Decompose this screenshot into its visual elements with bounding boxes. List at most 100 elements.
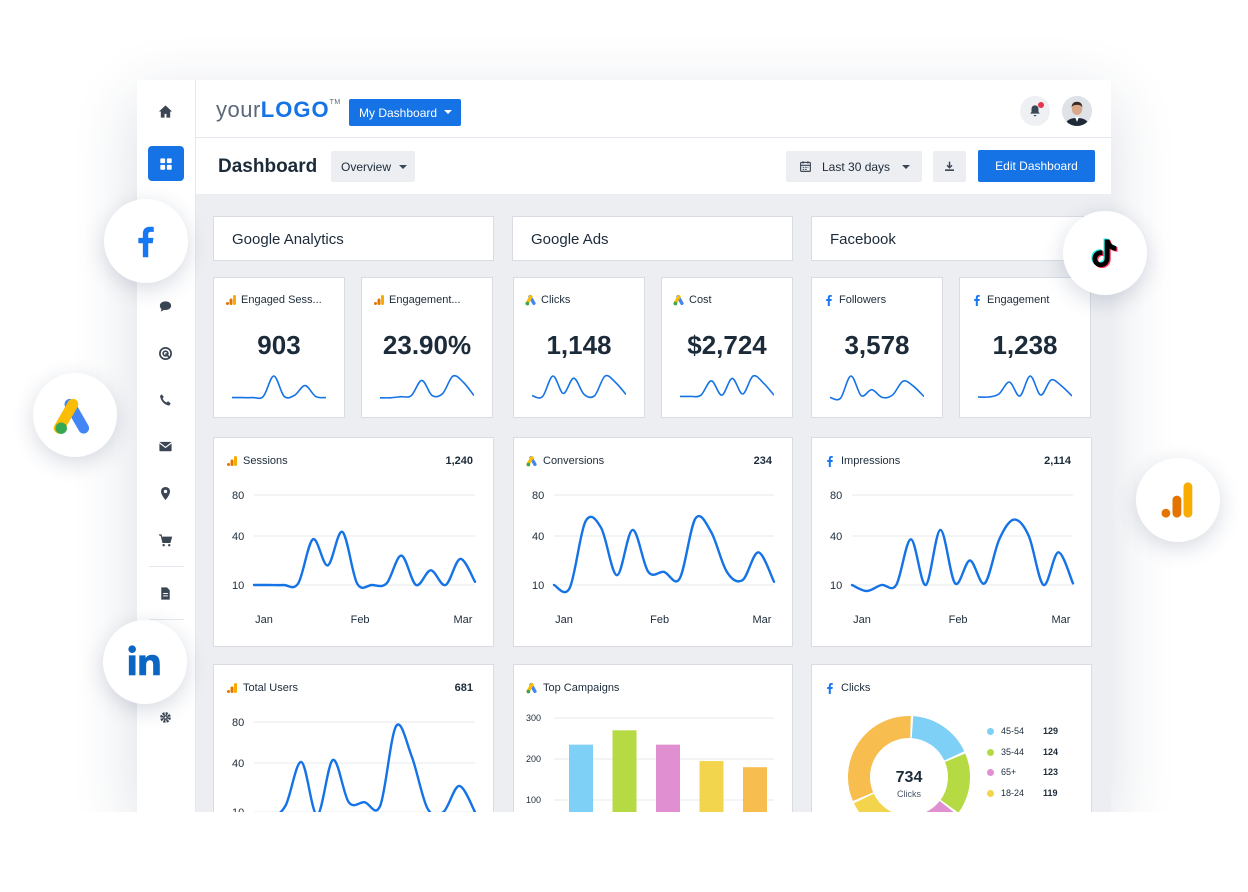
legend-item: 18-24 119 <box>987 788 1067 798</box>
brand-logo[interactable]: yourLOGOTM <box>216 97 341 123</box>
metric-card[interactable]: Clicks 1,148 <box>513 277 645 418</box>
y-tick-label: 80 <box>830 490 842 502</box>
mail-icon[interactable] <box>154 435 176 457</box>
sparkline <box>232 375 326 400</box>
chart-title-text: Total Users <box>243 682 299 694</box>
dashboard-content: Google Analytics Google Ads Facebook Eng… <box>196 194 1111 812</box>
metric-card[interactable]: Engagement 1,238 <box>959 277 1091 418</box>
metric-label: Clicks <box>525 294 570 306</box>
y-tick-label: 80 <box>532 490 544 502</box>
dashboard-icon[interactable] <box>148 146 184 181</box>
location-icon[interactable] <box>154 482 176 504</box>
metric-label-text: Followers <box>839 294 887 306</box>
google-ads-icon <box>53 398 90 434</box>
facebook-badge <box>104 199 188 283</box>
legend-swatch <box>987 789 994 797</box>
conversions-chart-card[interactable]: Conversions 234 80 40 10 Jan Feb Mar <box>513 437 793 647</box>
chart-title-text: Sessions <box>243 455 288 467</box>
page-title: Dashboard <box>218 156 318 177</box>
chart-total: 1,240 <box>445 455 473 467</box>
home-icon[interactable] <box>154 100 176 122</box>
top-bar: yourLOGOTM My Dashboard <box>196 80 1111 138</box>
chat-icon[interactable] <box>154 295 176 317</box>
metric-card[interactable]: Cost $2,724 <box>661 277 793 418</box>
chevron-down-icon <box>902 165 910 169</box>
edit-dashboard-button[interactable]: Edit Dashboard <box>978 150 1095 182</box>
metric-card[interactable]: Followers 3,578 <box>811 277 943 418</box>
bar <box>699 761 724 812</box>
legend-value: 129 <box>1043 726 1059 736</box>
bar <box>569 744 593 812</box>
google-analytics-icon <box>225 294 237 306</box>
sessions-chart-card[interactable]: Sessions 1,240 80 40 10 Jan Feb Mar <box>213 437 494 647</box>
page-background <box>0 812 1248 892</box>
settings-icon[interactable] <box>154 706 176 728</box>
chart-title: Impressions <box>824 455 900 467</box>
chart-title-text: Conversions <box>543 455 605 467</box>
y-tick-label: 40 <box>232 758 244 770</box>
notifications-button[interactable] <box>1020 96 1050 126</box>
dashboard-selector-label: My Dashboard <box>359 105 438 120</box>
download-button[interactable] <box>933 151 966 182</box>
metric-value: 1,148 <box>546 330 612 360</box>
x-tick-label: Jan <box>555 614 573 626</box>
metric-label: Engagement... <box>373 294 461 306</box>
metric-label: Engaged Sess... <box>225 294 322 306</box>
sparkline-series <box>380 374 474 399</box>
x-tick-label: Feb <box>351 614 370 626</box>
legend-item: 45-54 129 <box>987 726 1067 736</box>
google-analytics-icon <box>226 455 238 467</box>
notification-dot <box>1038 102 1044 108</box>
metric-label-text: Engagement <box>987 294 1050 306</box>
google-ads-icon <box>525 294 537 306</box>
y-tick-label: 80 <box>232 717 244 729</box>
sparkline <box>830 375 924 401</box>
chart-title: Total Users <box>226 682 298 694</box>
line-chart: 80 40 10 Jan Feb Mar <box>232 490 477 626</box>
metric-card[interactable]: Engaged Sess... 903 <box>213 277 345 418</box>
sparkline-series <box>532 374 626 399</box>
legend-value: 123 <box>1043 767 1059 777</box>
legend-item: 65+ 123 <box>987 767 1067 777</box>
target-icon[interactable] <box>154 342 176 364</box>
donut-slice <box>940 753 970 812</box>
facebook-icon <box>824 682 836 694</box>
metric-label-text: Engagement... <box>389 294 461 306</box>
legend-swatch <box>987 768 994 776</box>
y-tick-label: 10 <box>232 580 244 592</box>
logo-main: LOGO <box>260 97 330 122</box>
top-campaigns-chart-card[interactable]: Top Campaigns 300 200 100 <box>513 664 793 812</box>
section-header-google-ads: Google Ads <box>512 216 793 261</box>
sparkline-series <box>830 375 924 401</box>
bar <box>612 730 637 812</box>
facebook-icon <box>138 226 154 258</box>
view-selector[interactable]: Overview <box>331 151 415 182</box>
chart-title: Clicks <box>824 682 870 694</box>
metric-value: 903 <box>257 330 301 360</box>
metric-label: Followers <box>823 294 886 306</box>
impressions-chart-card[interactable]: Impressions 2,114 80 40 10 Jan Feb Mar <box>811 437 1092 647</box>
legend-label: 35-44 <box>1001 747 1025 757</box>
user-avatar[interactable] <box>1062 96 1092 126</box>
chart-total: 681 <box>454 682 473 694</box>
tiktok-icon <box>1091 238 1118 269</box>
bar <box>656 744 680 812</box>
chevron-down-icon <box>399 165 407 169</box>
google-ads-icon <box>526 682 538 694</box>
section-header-facebook: Facebook <box>811 216 1092 261</box>
chevron-down-icon <box>444 110 452 114</box>
dashboard-selector-button[interactable]: My Dashboard <box>349 99 461 126</box>
x-tick-label: Feb <box>650 614 669 626</box>
metric-label-text: Engaged Sess... <box>241 294 322 306</box>
file-icon[interactable] <box>154 582 176 604</box>
clicks-donut-card[interactable]: Clicks 734 Clicks 45-54 129 35-44 124 65+ 123 18… <box>811 664 1092 812</box>
donut-center-label: Clicks <box>897 789 921 799</box>
metric-card[interactable]: Engagement... 23.90% <box>361 277 493 418</box>
sparkline <box>978 375 1072 399</box>
phone-icon[interactable] <box>154 389 176 411</box>
cart-icon[interactable] <box>154 529 176 551</box>
sparkline <box>680 374 774 398</box>
date-range-selector[interactable]: Last 30 days <box>786 151 922 182</box>
legend-value: 124 <box>1043 747 1059 757</box>
